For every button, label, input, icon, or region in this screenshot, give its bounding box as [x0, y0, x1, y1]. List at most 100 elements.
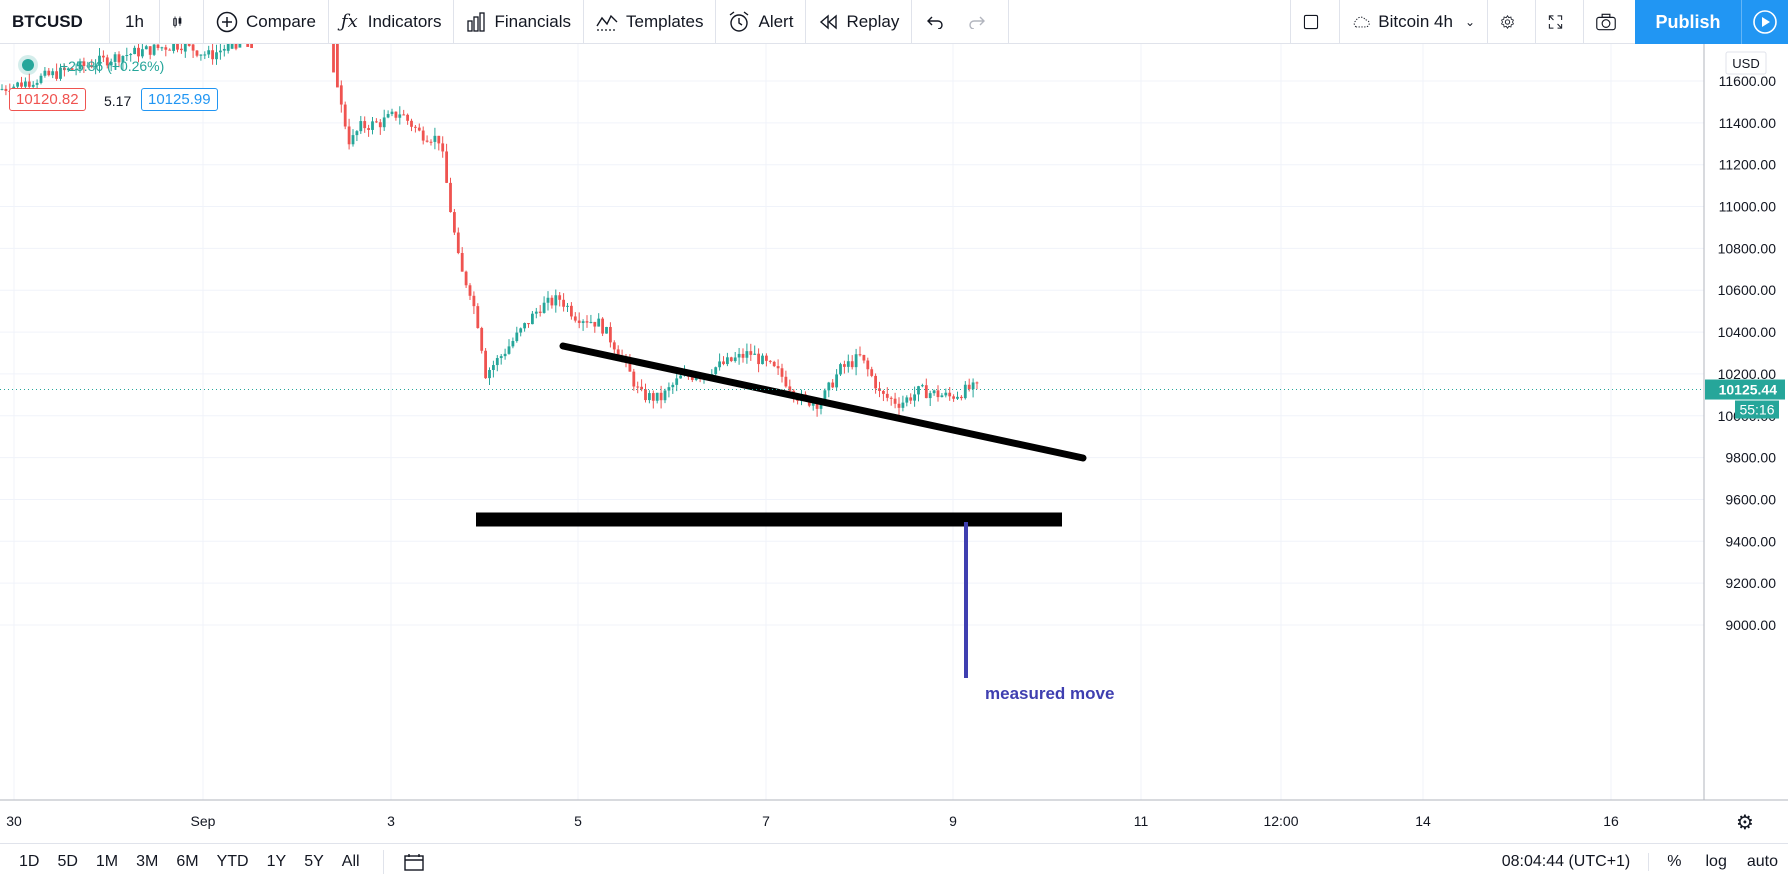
measured-move-label: measured move	[985, 684, 1114, 703]
price-chart[interactable]: measured move 30 Sep 3 5 7 9 11 12:00 14 16 11600.…	[0, 44, 1788, 844]
candle-body	[332, 44, 335, 73]
settings-button[interactable]	[1488, 0, 1536, 44]
timeframe-1d[interactable]: 1D	[19, 852, 40, 870]
symbol-search[interactable]: BTCUSD	[0, 0, 110, 44]
candle-body	[534, 311, 538, 314]
ask-badge[interactable]: 10125.99	[141, 88, 218, 111]
rewind-icon	[820, 13, 838, 30]
candle-body	[203, 54, 207, 56]
play-circle-icon	[1753, 10, 1777, 34]
candle-body	[39, 75, 43, 83]
candle-body	[421, 130, 425, 141]
candle-body	[963, 384, 967, 399]
candle-body	[215, 52, 218, 60]
candle-body	[566, 305, 569, 307]
clock[interactable]: 08:04:44 (UTC+1)	[1502, 852, 1650, 871]
candle-body	[733, 357, 737, 362]
candle-body	[347, 126, 351, 145]
candle-body	[757, 353, 760, 365]
candle-body	[932, 390, 936, 394]
timeframe-5d[interactable]: 5D	[57, 852, 78, 870]
calendar-icon	[403, 853, 424, 871]
layout-selector[interactable]: Bitcoin 4h ⌄	[1340, 0, 1488, 44]
candle-body	[133, 47, 136, 55]
candle-body	[121, 56, 125, 63]
templates-button[interactable]: Templates	[584, 0, 717, 44]
compare-button[interactable]: Compare	[204, 0, 329, 44]
timeframe-5y[interactable]: 5Y	[304, 852, 324, 870]
timeframe-ytd[interactable]: YTD	[216, 852, 249, 870]
candle-body	[776, 366, 780, 369]
timeframe-all[interactable]: All	[341, 852, 360, 870]
replay-button[interactable]: Replay	[806, 0, 913, 44]
candle-body	[129, 54, 133, 56]
compare-label: Compare	[246, 11, 316, 31]
timeframe-3m[interactable]: 3M	[136, 852, 159, 870]
last-price-box	[1705, 379, 1785, 400]
templates-label: Templates	[626, 11, 704, 31]
timeframe-1m[interactable]: 1M	[95, 852, 119, 870]
candle-body	[98, 55, 101, 66]
bid-badge[interactable]: 10120.82	[9, 88, 86, 111]
timeframe-6m[interactable]: 6M	[176, 852, 199, 870]
candle-body	[971, 382, 975, 390]
alert-button[interactable]: Alert	[716, 0, 807, 44]
percent-toggle[interactable]: %	[1667, 852, 1682, 870]
indicators-button[interactable]: ƒx Indicators	[329, 0, 455, 44]
log-toggle[interactable]: log	[1705, 852, 1727, 870]
candle-body	[870, 369, 874, 376]
candle-body	[66, 68, 70, 71]
candle-body	[187, 44, 191, 46]
financials-button[interactable]: Financials	[454, 0, 584, 44]
candle-body	[967, 384, 971, 390]
candle-body	[378, 122, 382, 128]
candle-body	[441, 143, 445, 152]
candle-body	[16, 82, 19, 87]
candle-body	[406, 114, 409, 121]
legend-change: +25.86 (+0.26%)	[60, 58, 165, 74]
candle-body	[577, 320, 581, 323]
candle-body	[667, 387, 671, 391]
chart-axes: 30 Sep 3 5 7 9 11 12:00 14 16 11600.00 11400.00 1120…	[0, 44, 1788, 834]
interval-button[interactable]: 1h	[110, 0, 160, 44]
snapshot-button[interactable]	[1584, 0, 1636, 44]
auto-toggle[interactable]: auto	[1746, 852, 1778, 870]
alarm-clock-icon	[730, 10, 749, 32]
candle-body	[651, 393, 655, 401]
candle-body	[488, 369, 491, 379]
publish-group: Publish	[1635, 0, 1788, 44]
timeframe-1y[interactable]: 1Y	[266, 852, 287, 870]
candle-body	[43, 70, 47, 76]
undo-button[interactable]	[912, 0, 960, 44]
candle-body	[882, 390, 885, 394]
candle-body	[597, 318, 601, 327]
candle-body	[772, 361, 776, 367]
fullscreen-button[interactable]	[1536, 0, 1584, 44]
price-tick-label: 9200.00	[1725, 575, 1776, 591]
candle-body	[558, 295, 562, 300]
chart-style-button[interactable]	[160, 0, 204, 44]
candle-body	[113, 54, 117, 62]
candle-body	[874, 375, 877, 389]
candle-body	[570, 305, 573, 317]
time-tick-label: 11	[1134, 813, 1149, 829]
candle-body	[811, 403, 815, 406]
candle-body	[609, 326, 612, 343]
redo-button[interactable]	[960, 0, 1010, 44]
publish-button[interactable]: Publish	[1635, 0, 1741, 44]
candle-body	[363, 121, 367, 129]
candle-body	[531, 313, 534, 325]
candle-body	[601, 318, 604, 334]
chevron-down-icon: ⌄	[1464, 14, 1475, 29]
candle-body	[690, 376, 694, 380]
descending-trendline	[559, 342, 1087, 462]
publish-video-button[interactable]	[1741, 0, 1788, 44]
goto-date-button[interactable]	[382, 849, 424, 874]
layout-name-label: Bitcoin 4h	[1378, 11, 1453, 31]
candle-body	[538, 311, 542, 313]
candle-body	[765, 355, 768, 361]
candle-body	[386, 114, 390, 118]
candle-body	[905, 397, 909, 403]
fullscreen-layout-button[interactable]	[1290, 0, 1340, 44]
candle-body	[928, 393, 932, 399]
